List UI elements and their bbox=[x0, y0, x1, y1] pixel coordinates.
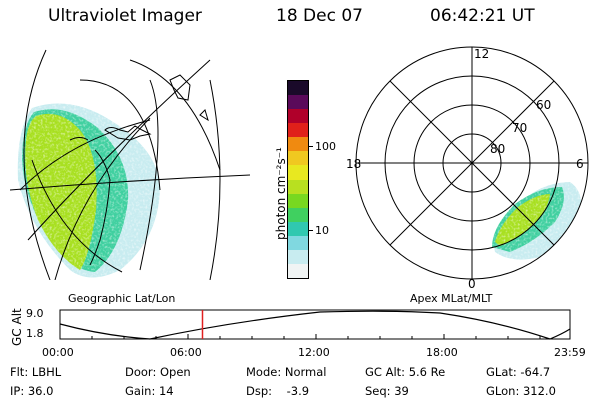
info-gain: Gain: 14 bbox=[125, 384, 174, 398]
lat-label-70: 70 bbox=[512, 121, 527, 135]
altitude-timeline bbox=[59, 309, 571, 340]
timeline-xtick-1200: 12:00 bbox=[298, 346, 330, 359]
colorbar-segment bbox=[288, 235, 308, 250]
colorbar-segment bbox=[288, 221, 308, 236]
colorbar-ticks: 100 10 bbox=[309, 80, 339, 280]
colorbar bbox=[287, 80, 309, 279]
timeline-xtick-1800: 18:00 bbox=[426, 346, 458, 359]
colorbar-tick-10: 10 bbox=[315, 224, 329, 237]
colorbar-unit-label: photon cm⁻²s⁻¹ bbox=[274, 147, 288, 240]
colorbar-segment bbox=[288, 137, 308, 152]
coastlines bbox=[69, 74, 209, 266]
colorbar-segment bbox=[288, 207, 308, 222]
colorbar-segment bbox=[288, 123, 308, 138]
geographic-map bbox=[10, 49, 251, 280]
colorbar-segment bbox=[288, 165, 308, 180]
timeline-ytick-1-8: 1.8 bbox=[26, 327, 44, 340]
lat-label-80: 80 bbox=[490, 142, 505, 156]
polar-grid bbox=[355, 46, 589, 280]
colorbar-tick-100: 100 bbox=[315, 140, 336, 153]
colorbar-segment bbox=[288, 179, 308, 194]
mlt-label-12: 12 bbox=[474, 47, 489, 61]
mlt-label-18: 18 bbox=[346, 157, 361, 171]
timeline-ylabel: GC Alt bbox=[10, 308, 24, 346]
info-gc-alt: GC Alt: 5.6 Re bbox=[365, 365, 446, 379]
info-glon: GLon: 312.0 bbox=[486, 384, 556, 398]
geographic-caption: Geographic Lat/Lon bbox=[68, 292, 176, 305]
date-label: 18 Dec 07 bbox=[276, 6, 363, 26]
info-glat: GLat: -64.7 bbox=[486, 365, 551, 379]
colorbar-segment bbox=[288, 264, 308, 279]
lat-lon-grid bbox=[10, 49, 251, 280]
timeline-xtick-0600: 06:00 bbox=[170, 346, 202, 359]
mlt-label-6: 6 bbox=[576, 157, 584, 171]
info-seq: Seq: 39 bbox=[365, 384, 409, 398]
timeline-xtick-2359: 23:59 bbox=[554, 346, 586, 359]
timeline-ytick-9: 9.0 bbox=[26, 307, 44, 320]
colorbar-segment bbox=[288, 95, 308, 110]
info-dsp: Dsp: -3.9 bbox=[246, 384, 310, 398]
timeline-xticks bbox=[59, 334, 541, 339]
mlt-label-0: 0 bbox=[468, 277, 476, 291]
apex-caption: Apex MLat/MLT bbox=[410, 292, 493, 305]
colorbar-segment bbox=[288, 193, 308, 208]
polar-plot: 12 18 6 0 60 70 80 bbox=[346, 46, 589, 291]
altitude-curve bbox=[59, 310, 571, 340]
colorbar-segment bbox=[288, 151, 308, 166]
timeline-xtick-0000: 00:00 bbox=[42, 346, 74, 359]
colorbar-segment bbox=[288, 109, 308, 124]
info-filter: Flt: LBHL bbox=[10, 365, 62, 379]
info-ip: IP: 36.0 bbox=[10, 384, 54, 398]
info-mode: Mode: Normal bbox=[246, 365, 327, 379]
info-door: Door: Open bbox=[125, 365, 191, 379]
time-label: 06:42:21 UT bbox=[430, 6, 535, 26]
instrument-title: Ultraviolet Imager bbox=[48, 6, 202, 26]
lat-label-60: 60 bbox=[536, 98, 551, 112]
colorbar-segment bbox=[288, 249, 308, 265]
colorbar-segment bbox=[288, 81, 308, 96]
